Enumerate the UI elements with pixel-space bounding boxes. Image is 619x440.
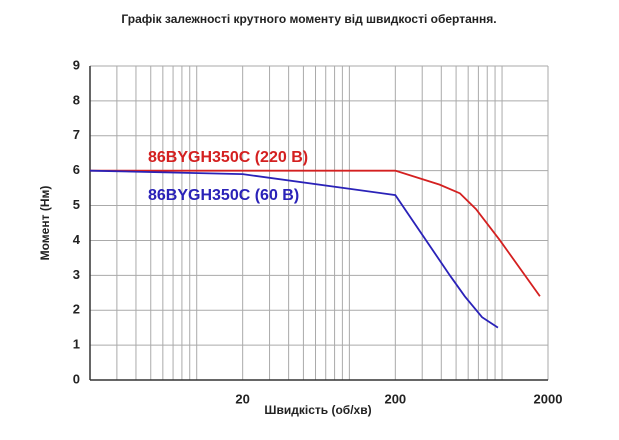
legend-label: 86BYGH350C (60 В): [148, 187, 299, 204]
y-axis-label: Момент (Нм): [38, 186, 52, 261]
chart-title: Графік залежності крутного моменту від ш…: [121, 12, 496, 26]
x-tick-label: 200: [384, 391, 406, 406]
y-tick-label: 8: [73, 92, 80, 107]
series-line: [90, 169, 541, 297]
y-tick-label: 4: [73, 232, 81, 247]
y-tick-label: 1: [73, 337, 80, 352]
legend-label: 86BYGH350C (220 В): [148, 149, 308, 166]
y-tick-label: 2: [73, 302, 80, 317]
x-axis-label: Швидкість (об/хв): [264, 403, 371, 417]
x-tick-label: 20: [235, 391, 249, 406]
series-line: [89, 169, 499, 329]
y-tick-label: 6: [73, 162, 80, 177]
y-tick-label: 3: [73, 267, 80, 282]
x-tick-label: 2000: [534, 391, 563, 406]
y-tick-label: 0: [73, 371, 80, 386]
y-tick-label: 5: [73, 197, 80, 212]
y-tick-label: 7: [73, 127, 80, 142]
y-tick-label: 9: [73, 57, 80, 72]
